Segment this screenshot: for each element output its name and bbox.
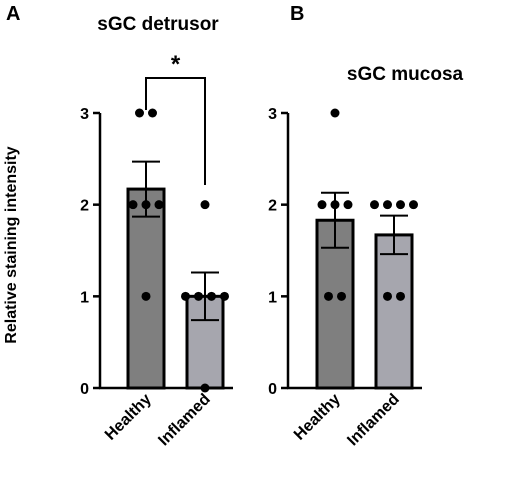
chart-a: 0 1 2 3 Healthy Inflamed * xyxy=(80,51,233,449)
y-tick-label-a: 0 xyxy=(80,381,89,398)
y-tick-label-b: 2 xyxy=(268,198,277,215)
panel-letter-a: A xyxy=(6,3,20,25)
data-point-b xyxy=(330,200,340,210)
x-category-label-a: Healthy xyxy=(102,391,155,444)
x-category-label-b: Inflamed xyxy=(344,391,403,450)
data-point-b xyxy=(409,200,418,210)
y-tick-label-a: 1 xyxy=(80,289,89,306)
data-point-b xyxy=(370,200,379,210)
panel-letter-b: B xyxy=(290,3,304,25)
data-point-b xyxy=(343,200,353,210)
y-tick-label-b: 0 xyxy=(268,381,277,398)
data-point-b xyxy=(383,291,392,301)
x-category-label-b: Healthy xyxy=(291,391,344,444)
data-point-a xyxy=(207,291,216,301)
data-point-b xyxy=(396,291,405,301)
data-point-a xyxy=(200,383,210,393)
y-tick-label-a: 2 xyxy=(80,198,89,215)
significance-marker: * xyxy=(171,51,181,78)
data-point-b xyxy=(330,108,340,118)
bar-a-healthy xyxy=(126,187,166,390)
data-point-a xyxy=(128,200,138,210)
chart-b: 0 1 2 3 Healthy Inflamed xyxy=(268,106,422,449)
data-point-a xyxy=(135,108,144,118)
chart-title-a: sGC detrusor xyxy=(97,14,219,35)
data-point-b xyxy=(396,200,405,210)
data-point-a xyxy=(141,200,151,210)
y-tick-label-a: 3 xyxy=(80,106,89,123)
data-point-b xyxy=(383,200,392,210)
y-tick-label-b: 3 xyxy=(268,106,277,123)
y-tick-label-b: 1 xyxy=(268,289,277,306)
data-point-a xyxy=(220,291,229,301)
bar-b-inflamed xyxy=(374,233,414,390)
y-axis-label: Relative staining intensity xyxy=(3,146,20,343)
data-point-a xyxy=(194,291,203,301)
chart-title-b: sGC mucosa xyxy=(347,64,464,85)
data-point-a xyxy=(148,108,157,118)
data-point-a xyxy=(200,200,210,210)
data-point-b xyxy=(337,291,346,301)
significance-bracket xyxy=(145,77,206,185)
data-point-b xyxy=(324,291,333,301)
data-point-b xyxy=(317,200,327,210)
data-point-a xyxy=(141,291,151,301)
data-point-a xyxy=(154,200,164,210)
data-point-a xyxy=(181,291,190,301)
x-category-label-a: Inflamed xyxy=(155,391,214,450)
